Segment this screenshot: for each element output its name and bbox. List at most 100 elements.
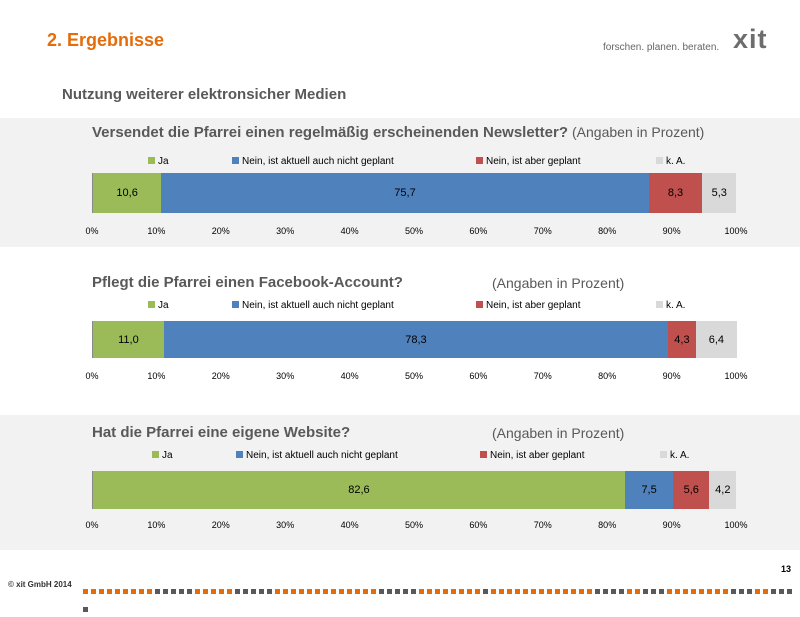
- footer-dot: [83, 589, 88, 594]
- footer-dot: [483, 589, 488, 594]
- tick-label: 100%: [724, 226, 748, 236]
- footer-dot: [707, 589, 712, 594]
- tick-label: 30%: [276, 371, 295, 381]
- legend-item: Nein, ist aber geplant: [476, 156, 581, 167]
- legend-swatch: [476, 157, 483, 164]
- chart-unit: (Angaben in Prozent): [492, 275, 625, 291]
- footer-dot: [579, 589, 584, 594]
- legend-swatch: [656, 157, 663, 164]
- footer-dot: [411, 589, 416, 594]
- chart-question: Hat die Pfarrei eine eigene Website?: [92, 424, 351, 441]
- footer-dot: [371, 589, 376, 594]
- data-label: 82,6: [348, 484, 370, 496]
- tick-label: 0%: [85, 226, 99, 236]
- tick-label: 30%: [276, 520, 295, 530]
- stacked-bar: 82,6 7,5 5,6 4,2: [92, 471, 737, 509]
- footer-dot: [291, 589, 296, 594]
- footer-dot: [419, 589, 424, 594]
- legend-item: k. A.: [660, 450, 689, 461]
- footer-dot: [355, 589, 360, 594]
- footer-dot: [131, 589, 136, 594]
- footer-dot: [203, 589, 208, 594]
- footer-dot: [267, 589, 272, 594]
- tick-label: 80%: [598, 226, 617, 236]
- data-label: 75,7: [394, 187, 416, 199]
- footer-dot: [227, 589, 232, 594]
- footer-dot: [787, 589, 792, 594]
- legend-label: Ja: [162, 450, 173, 461]
- chart-unit: (Angaben in Prozent): [492, 425, 625, 441]
- page-number: 13: [781, 564, 792, 574]
- stacked-bar: 11,0 78,3 4,3 6,4: [92, 321, 737, 358]
- footer-dot: [331, 589, 336, 594]
- footer-dot: [571, 589, 576, 594]
- tick-label: 70%: [533, 520, 552, 530]
- legend-swatch: [152, 451, 159, 458]
- legend-item: Nein, ist aber geplant: [480, 450, 585, 461]
- footer-dot: [547, 589, 552, 594]
- chart-title: Hat die Pfarrei eine eigene Website? (Ang…: [92, 424, 624, 441]
- footer-dot: [715, 589, 720, 594]
- footer-dot: [555, 589, 560, 594]
- footer-dot: [379, 589, 384, 594]
- legend-label: Nein, ist aber geplant: [486, 156, 581, 167]
- legend-swatch: [232, 301, 239, 308]
- slide-subtitle: Nutzung weiterer elektronsicher Medien: [62, 86, 347, 103]
- bar-segment: 5,3: [702, 173, 737, 213]
- footer-dot: [451, 589, 456, 594]
- bar-segment: 4,3: [668, 321, 696, 358]
- footer-dot: [115, 589, 120, 594]
- legend-label: Nein, ist aktuell auch nicht geplant: [242, 300, 394, 311]
- footer-dot: [459, 589, 464, 594]
- legend-swatch: [148, 301, 155, 308]
- data-label: 78,3: [405, 333, 427, 346]
- tick-label: 50%: [404, 371, 424, 381]
- tick-label: 40%: [340, 371, 359, 381]
- footer-dot: [123, 589, 128, 594]
- bar-segment: 10,6: [93, 173, 162, 213]
- footer-dot: [739, 589, 744, 594]
- footer-dot: [779, 589, 784, 594]
- bar-segment: 82,6: [93, 471, 625, 509]
- tick-label: 50%: [404, 520, 424, 530]
- footer-dot: [107, 589, 112, 594]
- footer-dot: [587, 589, 592, 594]
- tick-label: 0%: [85, 371, 99, 381]
- bar-segment: 4,2: [709, 471, 737, 509]
- tick-label: 20%: [211, 520, 230, 530]
- legend-item: k. A.: [656, 156, 685, 167]
- footer-dot: [323, 589, 328, 594]
- tick-label: 60%: [469, 520, 488, 530]
- legend-item: Ja: [152, 450, 173, 461]
- tick-label: 60%: [469, 371, 488, 381]
- footer-dot: [731, 589, 736, 594]
- chart-title: Versendet die Pfarrei einen regelmäßig e…: [92, 124, 704, 141]
- legend-swatch: [656, 301, 663, 308]
- footer-dot: [723, 589, 728, 594]
- footer-dot: [299, 589, 304, 594]
- footer-dot: [259, 589, 264, 594]
- footer-dot: [147, 589, 152, 594]
- footer-dot: [643, 589, 648, 594]
- legend-label: Nein, ist aktuell auch nicht geplant: [246, 450, 398, 461]
- legend-swatch: [480, 451, 487, 458]
- footer-dot: [507, 589, 512, 594]
- legend-item: Ja: [148, 300, 169, 311]
- footer-dot: [427, 589, 432, 594]
- footer-dot: [691, 589, 696, 594]
- tick-label: 10%: [147, 371, 166, 381]
- legend-label: Nein, ist aktuell auch nicht geplant: [242, 156, 394, 167]
- legend-swatch: [232, 157, 239, 164]
- footer-dot: [755, 589, 760, 594]
- xit-logo: xit: [733, 24, 768, 54]
- legend-label: Ja: [158, 156, 169, 167]
- footer-dot: [763, 589, 768, 594]
- bar-segment: 8,3: [648, 173, 703, 213]
- footer-dot: [339, 589, 344, 594]
- footer-dot: [187, 589, 192, 594]
- tick-label: 100%: [724, 371, 748, 381]
- tick-label: 0%: [85, 520, 99, 530]
- legend-item: Nein, ist aktuell auch nicht geplant: [236, 450, 398, 461]
- footer-dot: [171, 589, 176, 594]
- footer-dot: [235, 589, 240, 594]
